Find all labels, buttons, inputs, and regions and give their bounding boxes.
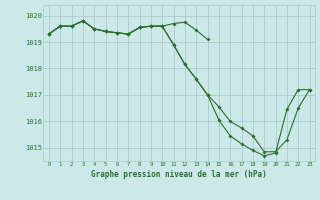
X-axis label: Graphe pression niveau de la mer (hPa): Graphe pression niveau de la mer (hPa): [91, 170, 267, 179]
